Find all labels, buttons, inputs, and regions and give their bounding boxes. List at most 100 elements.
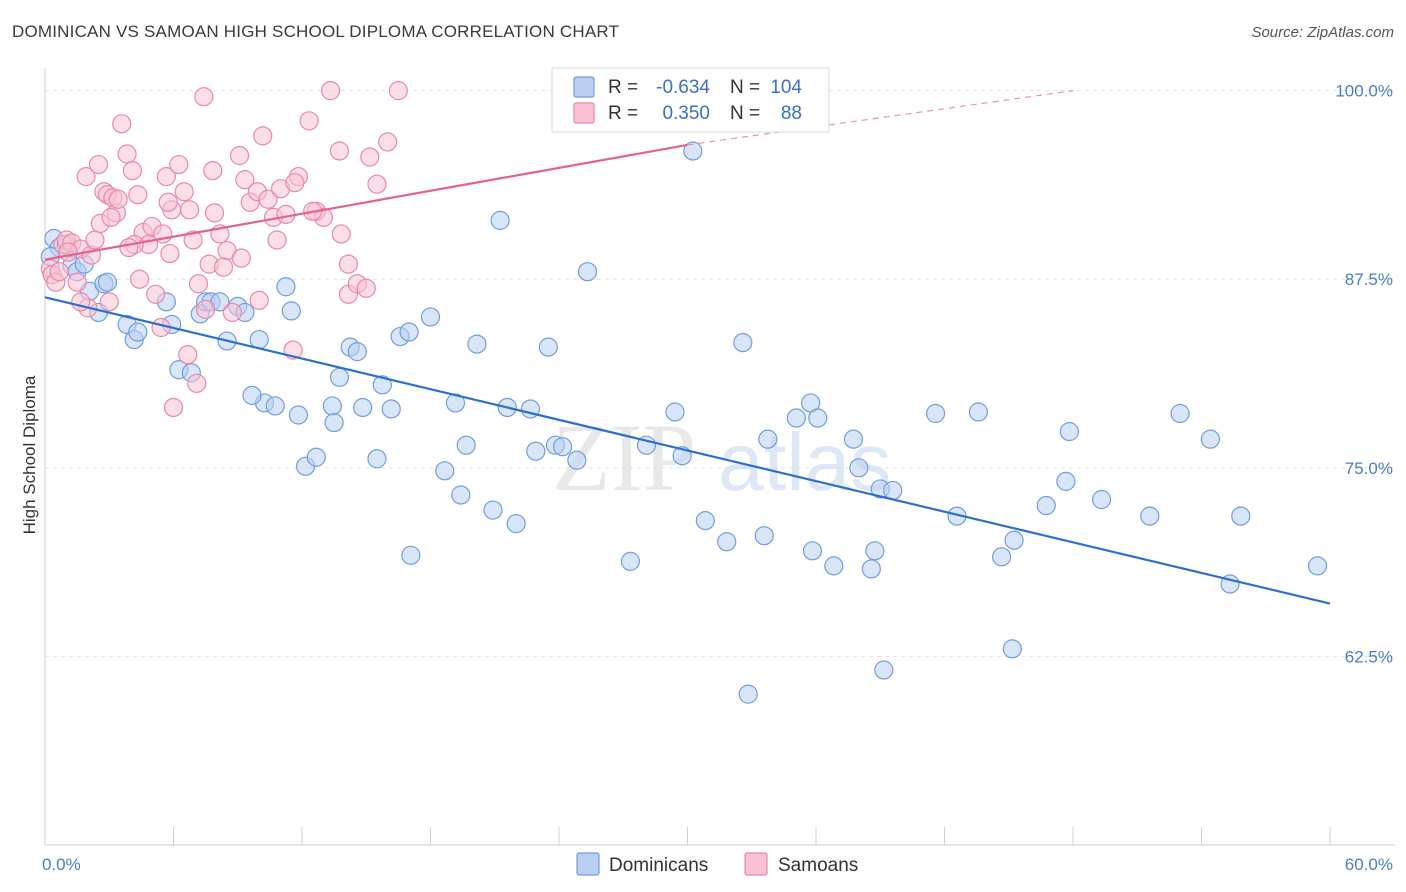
point-dominicans-71	[754, 526, 774, 546]
point-dominicans-88	[992, 547, 1012, 567]
bottom-legend: Dominicans Samoans	[576, 852, 858, 876]
point-samoans-53	[329, 141, 350, 161]
source-label: Source: ZipAtlas.com	[1251, 24, 1394, 41]
point-dominicans-91	[1036, 495, 1056, 516]
point-samoans-69	[196, 299, 216, 319]
point-dominicans-38	[367, 449, 387, 469]
point-samoans-66	[178, 345, 198, 365]
point-dominicans-95	[1140, 506, 1160, 526]
x-tick-label-0: 0.0%	[42, 855, 81, 874]
point-samoans-67	[187, 373, 207, 393]
y-tick-label-1: 75.0%	[1345, 459, 1393, 478]
point-dominicans-96	[1170, 403, 1190, 424]
legend: R = -0.634 N = 104 R = 0.350 N = 88	[551, 67, 830, 133]
legend-r-label-1: R =	[608, 103, 638, 124]
point-dominicans-100	[1307, 556, 1328, 576]
point-samoans-49	[299, 111, 319, 131]
point-samoans-37	[222, 302, 242, 323]
trend-lines	[44, 90, 1331, 605]
point-samoans-31	[188, 274, 209, 294]
point-dominicans-68	[717, 532, 737, 552]
point-samoans-80	[231, 248, 251, 268]
point-samoans-81	[267, 230, 287, 250]
point-dominicans-81	[865, 541, 885, 561]
point-samoans-62	[108, 189, 128, 209]
point-samoans-27	[169, 154, 189, 175]
bottom-legend-label-samoans: Samoans	[778, 855, 858, 876]
point-dominicans-44	[420, 307, 441, 327]
point-samoans-20	[128, 185, 148, 205]
point-dominicans-31	[306, 447, 326, 467]
point-dominicans-26	[265, 396, 285, 416]
point-samoans-42	[253, 126, 273, 146]
bottom-legend-label-dominicans: Dominicans	[609, 855, 708, 876]
point-dominicans-50	[483, 500, 503, 520]
axes	[44, 68, 1395, 846]
point-samoans-43	[258, 189, 278, 209]
point-samoans-56	[356, 278, 376, 298]
point-samoans-30	[183, 230, 203, 250]
point-dominicans-45	[435, 461, 455, 481]
legend-n-label-1: N =	[730, 103, 760, 124]
point-dominicans-59	[577, 262, 598, 282]
point-samoans-76	[213, 257, 234, 277]
point-dominicans-54	[526, 441, 546, 461]
legend-r-value-1: 0.350	[662, 103, 710, 124]
point-samoans-3	[49, 262, 69, 282]
legend-swatch-samoans	[573, 102, 595, 124]
point-dominicans-57	[552, 437, 573, 457]
legend-n-value-0: 104	[770, 77, 802, 98]
legend-r-label-0: R =	[608, 77, 638, 98]
point-dominicans-37	[353, 397, 373, 418]
legend-n-label-0: N =	[730, 77, 760, 98]
point-dominicans-48	[456, 435, 476, 455]
point-dominicans-77	[824, 556, 844, 576]
point-dominicans-73	[786, 408, 806, 428]
legend-swatch-dominicans	[573, 76, 595, 98]
point-samoans-83	[338, 254, 359, 274]
trend-line-dominicans	[44, 296, 1331, 605]
point-dominicans-42	[399, 322, 419, 342]
point-dominicans-43	[401, 545, 421, 565]
point-samoans-77	[249, 290, 269, 310]
point-dominicans-28	[281, 301, 301, 321]
point-dominicans-78	[843, 429, 864, 449]
point-samoans-57	[367, 174, 387, 194]
point-dominicans-49	[467, 334, 487, 354]
point-dominicans-66	[683, 141, 703, 161]
y-axis-title: High School Diploma	[20, 375, 39, 534]
point-samoans-65	[160, 243, 180, 264]
point-dominicans-32	[322, 396, 342, 416]
point-dominicans-53	[506, 514, 526, 534]
point-samoans-79	[331, 224, 351, 244]
point-dominicans-58	[567, 450, 587, 470]
point-dominicans-9	[97, 272, 118, 292]
point-samoans-85	[203, 160, 223, 181]
point-dominicans-84	[883, 480, 903, 501]
legend-box	[551, 67, 830, 133]
point-dominicans-92	[1056, 471, 1076, 491]
point-samoans-59	[388, 81, 408, 101]
point-samoans-19	[122, 160, 143, 181]
point-samoans-17	[112, 114, 132, 134]
y-tick-label-0: 62.5%	[1345, 647, 1393, 666]
point-samoans-11	[85, 230, 105, 250]
point-dominicans-90	[1004, 530, 1024, 550]
point-dominicans-51	[490, 210, 510, 230]
point-dominicans-75	[802, 541, 823, 561]
point-dominicans-62	[620, 551, 640, 571]
point-dominicans-89	[1002, 639, 1022, 659]
point-dominicans-85	[925, 403, 946, 424]
point-samoans-28	[174, 182, 194, 202]
point-dominicans-72	[758, 429, 778, 449]
point-dominicans-99	[1231, 506, 1251, 526]
point-samoans-52	[320, 81, 341, 101]
point-dominicans-40	[381, 399, 401, 419]
point-dominicans-94	[1091, 489, 1112, 510]
point-dominicans-87	[968, 402, 989, 422]
point-samoans-46	[276, 204, 296, 224]
point-samoans-73	[119, 237, 139, 258]
point-dominicans-83	[874, 660, 894, 680]
point-samoans-12	[88, 154, 109, 175]
